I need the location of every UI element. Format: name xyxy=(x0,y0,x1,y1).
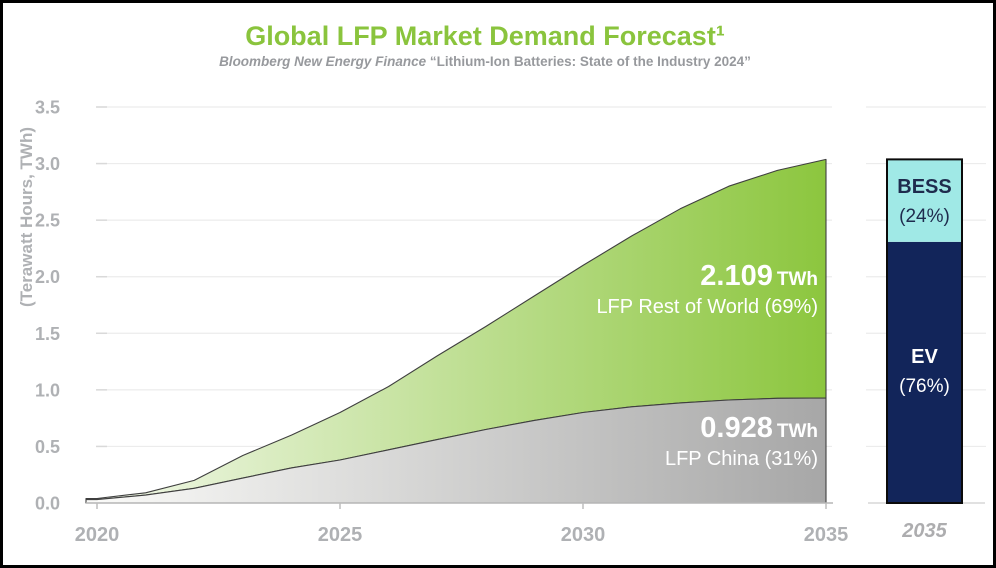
svg-text:2.5: 2.5 xyxy=(35,211,60,231)
svg-text:2030: 2030 xyxy=(561,524,606,546)
row-label: LFP Rest of World (69%) xyxy=(596,296,818,318)
svg-text:2035: 2035 xyxy=(804,524,849,546)
svg-text:0.0: 0.0 xyxy=(35,494,60,514)
annotation-rest-of-world: 2.109 TWh LFP Rest of World (69%) xyxy=(596,259,818,322)
row-unit: TWh xyxy=(776,269,818,290)
subtitle-source: Bloomberg New Energy Finance xyxy=(219,54,427,69)
svg-text:3.0: 3.0 xyxy=(35,154,60,174)
bar-segment-bess-label: BESS (24%) xyxy=(887,173,962,231)
bess-percent: (24%) xyxy=(899,206,950,227)
svg-text:2.0: 2.0 xyxy=(35,267,60,287)
china-unit: TWh xyxy=(776,421,818,442)
page-title: Global LFP Market Demand Forecast¹ xyxy=(245,21,725,51)
ev-percent: (76%) xyxy=(899,376,950,397)
bess-name: BESS xyxy=(897,176,952,198)
svg-text:3.5: 3.5 xyxy=(35,98,60,118)
chart-subtitle: Bloomberg New Energy Finance “Lithium-Io… xyxy=(0,54,970,69)
svg-text:2025: 2025 xyxy=(318,524,363,546)
bar-segment-ev-label: EV (76%) xyxy=(887,343,962,401)
annotation-china: 0.928 TWh LFP China (31%) xyxy=(665,411,818,474)
china-label: LFP China (31%) xyxy=(664,448,818,470)
svg-text:0.5: 0.5 xyxy=(35,437,60,457)
y-axis-title: (Terawatt Hours, TWh) xyxy=(17,126,36,308)
row-value: 2.109 xyxy=(700,260,773,292)
svg-text:1.5: 1.5 xyxy=(35,324,60,344)
svg-text:2020: 2020 xyxy=(75,524,120,546)
svg-text:1.0: 1.0 xyxy=(35,380,60,400)
china-value: 0.928 xyxy=(700,412,773,444)
subtitle-quote: “Lithium-Ion Batteries: State of the Ind… xyxy=(429,54,751,69)
ev-name: EV xyxy=(911,346,938,368)
bar-x-axis-label: 2035 xyxy=(902,520,947,542)
